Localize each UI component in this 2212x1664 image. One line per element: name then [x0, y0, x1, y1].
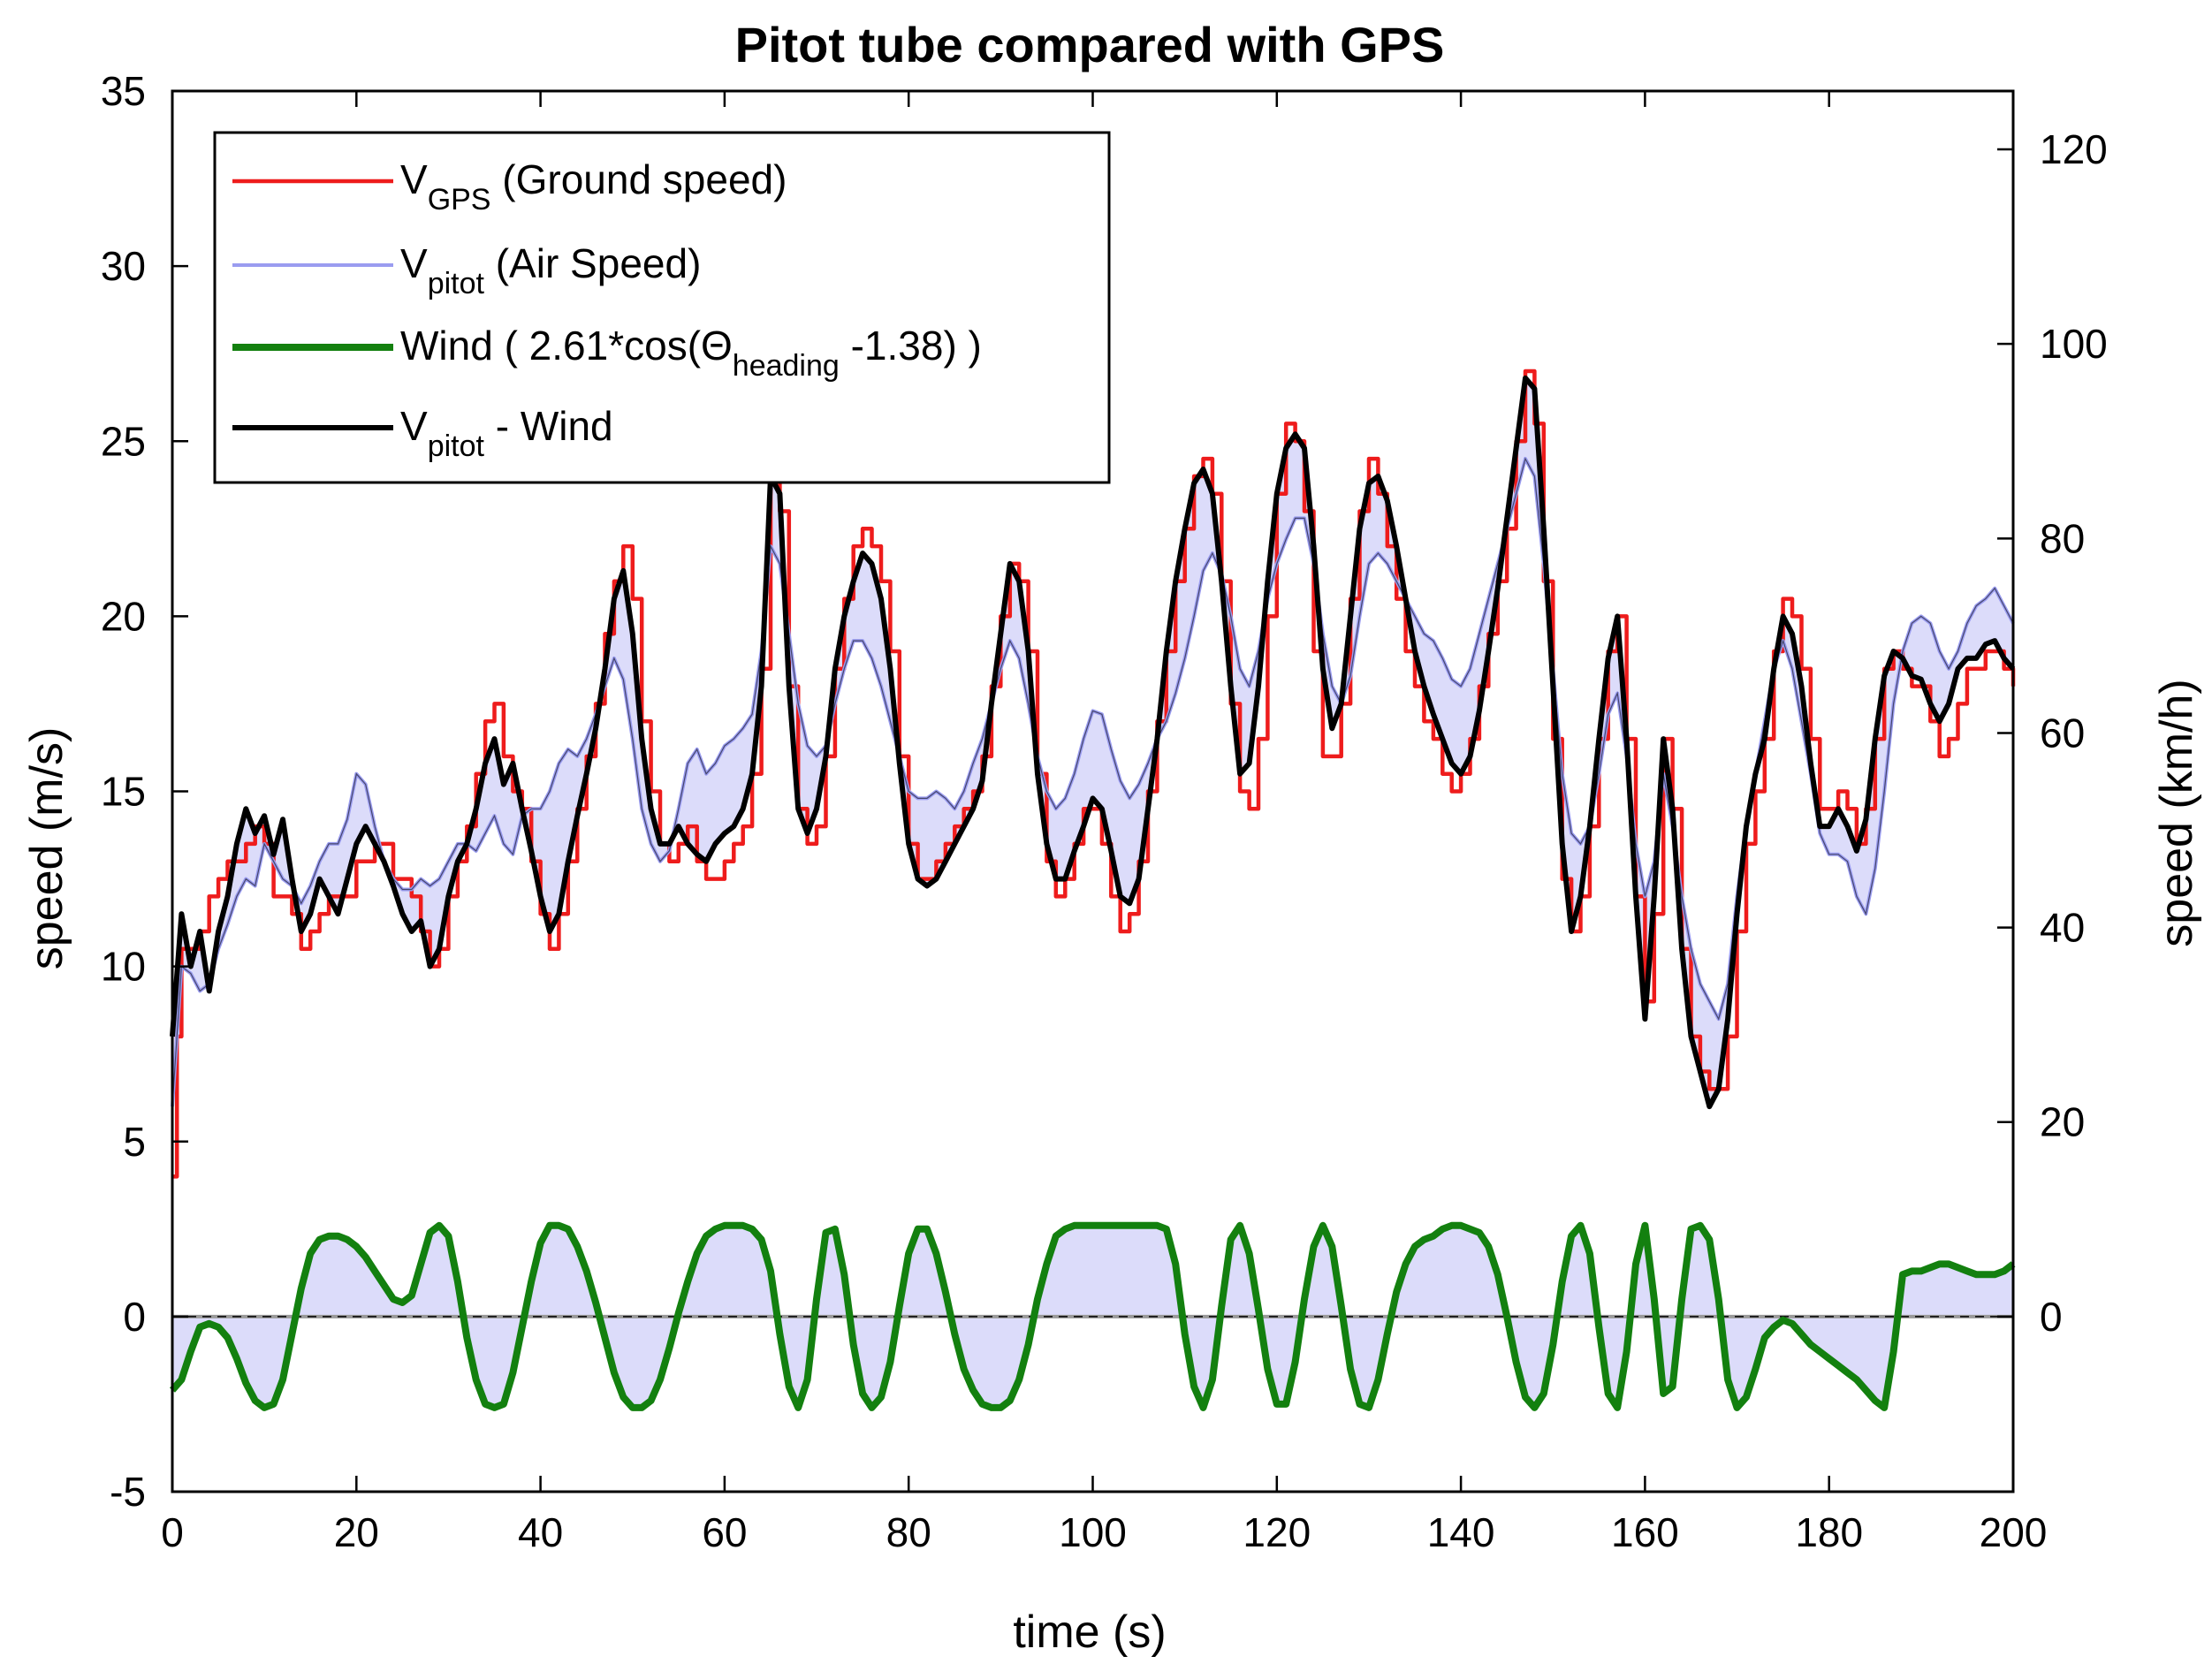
- x-tick-label: 160: [1611, 1509, 1679, 1555]
- legend: VGPS (Ground speed) Vpitot (Air Speed) Win…: [213, 131, 1111, 484]
- legend-entry-pitot: Vpitot (Air Speed): [400, 240, 701, 300]
- series-line-wind: [169, 1221, 2016, 1411]
- y-tick-label-left: 25: [101, 418, 146, 464]
- x-tick-label: 40: [518, 1509, 563, 1555]
- y-tick-label-left: 15: [101, 769, 146, 815]
- y-tick-label-left: 35: [101, 68, 146, 114]
- chart-title: Pitot tube compared with GPS: [735, 17, 1445, 72]
- y-tick-label-left: 20: [101, 593, 146, 639]
- x-tick-label: 60: [702, 1509, 747, 1555]
- pitot-wind-difference-area: [172, 377, 2013, 1107]
- y-tick-label-left: 10: [101, 944, 146, 990]
- y-tick-label-right: 80: [2040, 515, 2085, 561]
- x-tick-label: 100: [1059, 1509, 1127, 1555]
- x-axis-label: time (s): [1013, 1607, 1166, 1658]
- y-tick-label-right: 40: [2040, 905, 2085, 951]
- plot-area: 0 20 40 60 80 100 120 140 160 180 200-505101520253…: [101, 68, 2108, 1555]
- series-line-corrected: [170, 375, 2016, 1110]
- y-axis-label-left: speed (m/s): [21, 727, 72, 970]
- x-tick-label: 140: [1427, 1509, 1495, 1555]
- y-tick-label-right: 20: [2040, 1099, 2085, 1145]
- legend-box: [213, 131, 1111, 484]
- x-tick-label: 80: [886, 1509, 931, 1555]
- y-tick-label-right: 0: [2040, 1294, 2063, 1340]
- pitot-edge-line: [171, 457, 2014, 1107]
- y-tick-label-left: 5: [123, 1119, 146, 1165]
- legend-entry-corrected: Vpitot - Wind: [400, 403, 613, 463]
- y-tick-label-right: 120: [2040, 126, 2108, 172]
- y-tick-label-left: -5: [110, 1469, 146, 1515]
- y-tick-label-right: 100: [2040, 321, 2108, 367]
- y-tick-label-left: 0: [123, 1294, 146, 1340]
- x-tick-label: 200: [1980, 1509, 2048, 1555]
- x-tick-label: 20: [334, 1509, 379, 1555]
- x-tick-label: 120: [1243, 1509, 1311, 1555]
- legend-entry-gps: VGPS (Ground speed): [400, 156, 787, 217]
- legend-entry-wind: Wind ( 2.61*cos(Θheading -1.38) ): [400, 323, 982, 383]
- y-tick-label-left: 30: [101, 243, 146, 289]
- y-tick-label-right: 60: [2040, 710, 2085, 756]
- y-axis-label-right: speed (km/h): [2151, 679, 2202, 946]
- x-tick-label: 0: [161, 1509, 184, 1555]
- x-tick-label: 180: [1795, 1509, 1863, 1555]
